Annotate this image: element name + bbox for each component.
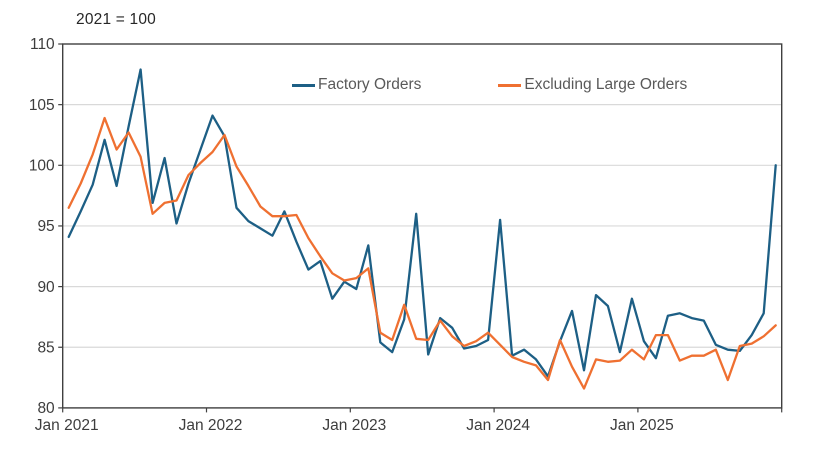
legend-label-factory-orders: Factory Orders xyxy=(318,76,422,93)
svg-text:110: 110 xyxy=(30,36,55,53)
chart-title: 2021 = 100 xyxy=(76,11,157,28)
legend-item-excluding-large-orders: Excluding Large Orders xyxy=(498,76,687,94)
gridlines xyxy=(62,104,782,348)
svg-text:Jan 2025: Jan 2025 xyxy=(610,417,674,434)
series-line-excluding-large-orders xyxy=(67,116,777,390)
svg-text:100: 100 xyxy=(29,158,55,175)
x-axis-labels: Jan 2021 Jan 2022 Jan 2023 Jan 2024 Jan 2025 xyxy=(35,407,783,434)
svg-text:Jan 2021: Jan 2021 xyxy=(35,417,99,434)
chart-legend: Factory Orders Excluding Large Orders xyxy=(292,76,687,94)
svg-text:95: 95 xyxy=(37,218,54,235)
svg-text:80: 80 xyxy=(37,400,55,417)
svg-text:85: 85 xyxy=(37,339,54,356)
factory-orders-line-swatch-icon xyxy=(292,83,315,87)
legend-label-excluding-large-orders: Excluding Large Orders xyxy=(524,76,688,93)
legend-item-factory-orders: Factory Orders xyxy=(292,76,421,94)
svg-text:105: 105 xyxy=(29,97,55,114)
svg-text:90: 90 xyxy=(37,279,55,296)
svg-text:Jan 2024: Jan 2024 xyxy=(466,417,530,434)
y-axis-labels: 80 85 90 95 100 105 110 xyxy=(29,36,63,417)
svg-text:Jan 2022: Jan 2022 xyxy=(179,417,243,434)
series-line-factory-orders xyxy=(67,68,777,378)
svg-text:Jan 2023: Jan 2023 xyxy=(322,417,386,434)
excluding-large-orders-line-swatch-icon xyxy=(498,83,522,87)
